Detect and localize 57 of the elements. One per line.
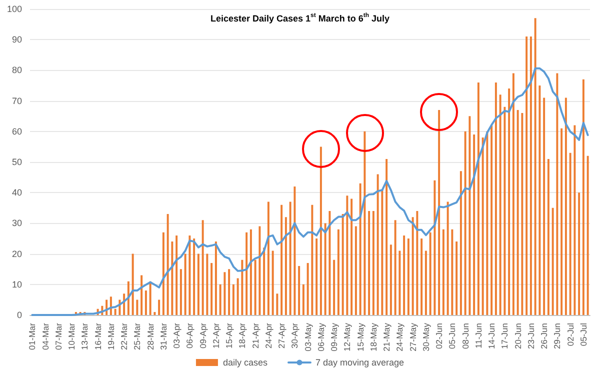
x-tick-label: 10-Mar [66, 322, 77, 350]
line-series [31, 67, 589, 316]
x-tick-label: 27-May [408, 322, 418, 352]
x-tick-label: 21-May [382, 322, 392, 352]
x-tick-label: 22-Mar [119, 322, 130, 350]
x-tick-label: 05-Jul [578, 322, 588, 346]
x-tick-label: 07-Mar [53, 322, 64, 350]
x-tick-label: 25-Mar [132, 322, 142, 350]
x-tick-label: 08-Jun [460, 322, 470, 349]
x-tick-label: 03-Apr [172, 322, 182, 349]
y-tick-label: 10 [12, 279, 22, 290]
y-tick-label: 80 [12, 65, 22, 76]
x-tick-label: 15-Apr [224, 322, 234, 349]
y-tick-label: 40 [12, 188, 22, 198]
legend-label: 7 day moving average [315, 358, 404, 368]
x-tick-label: 09-May [329, 322, 340, 352]
y-tick-label: 90 [12, 34, 22, 45]
y-tick-label: 0 [16, 310, 22, 320]
x-tick-label: 29-Jun [552, 322, 562, 349]
x-tick-label: 09-Apr [198, 322, 208, 349]
x-tick-label: 20-Jun [512, 322, 523, 349]
x-tick-label: 30-Apr [290, 322, 300, 349]
x-tick-label: 18-May [368, 322, 378, 352]
x-tick-label: 30-May [420, 322, 431, 352]
x-tick-label: 12-Apr [210, 322, 221, 349]
x-tick-label: 06-Apr [184, 322, 195, 349]
x-tick-label: 02-Jun [434, 322, 444, 349]
x-tick-label: 04-Mar [40, 322, 50, 350]
x-tick-label: 16-Mar [92, 322, 103, 350]
x-tick-label: 01-Mar [27, 322, 38, 350]
x-tick-label: 15-May [355, 322, 366, 352]
legend-label: daily cases [222, 358, 268, 368]
x-tick-label: 18-Apr [237, 322, 248, 349]
x-tick-label: 24-May [394, 322, 405, 352]
x-tick-label: 05-Jun [447, 322, 458, 349]
x-tick-label: 14-Jun [486, 322, 497, 349]
x-tick-label: 02-Jul [565, 322, 576, 346]
x-tick-label: 19-Mar [106, 322, 116, 350]
x-tick-label: 12-May [342, 322, 352, 352]
x-tick-label: 06-May [316, 322, 326, 352]
x-tick-label: 17-Jun [500, 322, 510, 349]
x-tick-label: 03-May [302, 322, 313, 352]
y-tick-label: 50 [12, 157, 22, 167]
x-tick-label: 26-Jun [539, 322, 550, 349]
x-tick-label: 28-Mar [145, 322, 156, 350]
x-tick-label: 23-Jun [526, 322, 536, 349]
x-tick-label: 31-Mar [158, 322, 168, 350]
x-tick-label: 27-Apr [276, 322, 287, 349]
y-tick-label: 100 [6, 4, 22, 14]
x-tick-label: 11-Jun [473, 322, 484, 348]
x-tick-label: 13-Mar [80, 322, 90, 350]
y-tick-label: 60 [12, 126, 22, 136]
y-tick-label: 70 [12, 96, 22, 106]
y-tick-label: 30 [12, 218, 22, 228]
x-tick-label: 21-Apr [250, 322, 260, 349]
y-tick-label: 20 [12, 248, 22, 259]
x-tick-label: 24-Apr [263, 322, 274, 349]
